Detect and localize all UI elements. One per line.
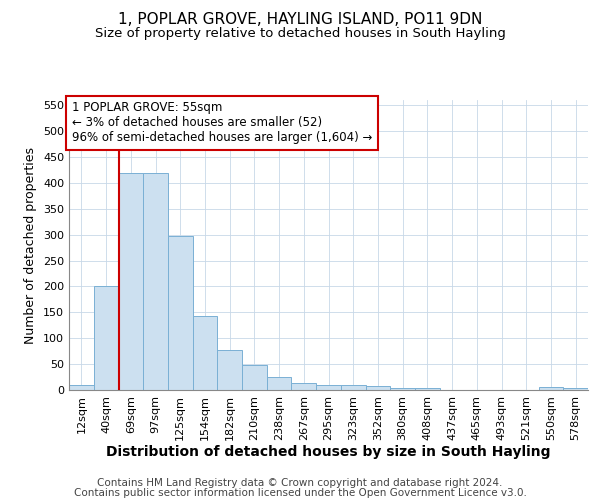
Bar [143, 172, 168, 390]
Bar [118, 172, 143, 390]
Bar [267, 377, 292, 390]
Bar [217, 350, 242, 390]
Y-axis label: Number of detached properties: Number of detached properties [25, 146, 37, 344]
Bar [94, 286, 118, 390]
Text: 1, POPLAR GROVE, HAYLING ISLAND, PO11 9DN: 1, POPLAR GROVE, HAYLING ISLAND, PO11 9D… [118, 12, 482, 28]
Bar [563, 388, 588, 390]
Bar [341, 386, 365, 390]
Bar [292, 384, 316, 390]
Text: 1 POPLAR GROVE: 55sqm
← 3% of detached houses are smaller (52)
96% of semi-detac: 1 POPLAR GROVE: 55sqm ← 3% of detached h… [71, 102, 372, 144]
Bar [168, 236, 193, 390]
Text: Contains public sector information licensed under the Open Government Licence v3: Contains public sector information licen… [74, 488, 526, 498]
Bar [316, 385, 341, 390]
Text: Contains HM Land Registry data © Crown copyright and database right 2024.: Contains HM Land Registry data © Crown c… [97, 478, 503, 488]
Bar [242, 365, 267, 390]
Bar [539, 388, 563, 390]
Bar [390, 388, 415, 390]
Bar [69, 385, 94, 390]
Bar [415, 388, 440, 390]
Bar [365, 386, 390, 390]
Bar [193, 316, 217, 390]
X-axis label: Distribution of detached houses by size in South Hayling: Distribution of detached houses by size … [106, 446, 551, 460]
Text: Size of property relative to detached houses in South Hayling: Size of property relative to detached ho… [95, 28, 505, 40]
